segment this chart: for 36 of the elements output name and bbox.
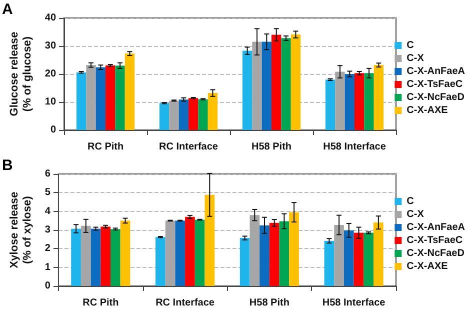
x-tick-label: H58 Interface [322,298,386,308]
x-tick-label: RC Pith [82,298,119,308]
x-tick-label: RC Pith [87,142,124,152]
y-tick-label: 20 [44,68,56,80]
x-tick-label: H58 Interface [323,142,386,152]
y-tick-label: 5 [44,187,51,198]
y-tick-label: 4 [44,206,51,217]
y-tick-label: 6 [44,168,51,180]
legend-label: C [406,40,414,51]
text: A [2,1,13,18]
legend-label: C-X-AnFaeA [406,66,466,77]
legend-label: C-X-NcFaeD [406,248,464,259]
y-axis-title: Xylose release (% of xylose) [8,192,34,268]
legend-label: C-X-TsFaeC [406,235,463,246]
y-tick-label: 30 [44,40,56,52]
x-tick-label: RC Interface [159,142,218,152]
y-tick-label: 3 [44,224,51,236]
legend-label: C-X-TsFaeC [406,79,463,90]
legend-label: C-X-AnFaeA [406,222,466,233]
x-tick-label: H58 Pith [249,298,290,308]
legend-label: C-X [406,209,424,220]
legend-label: C-X [406,53,424,64]
y-axis-title: Glucose release (% of glucose) [8,32,34,116]
y-tick-label: 1 [44,262,51,273]
y-tick-label: 0 [50,124,56,136]
legend-label: C-X-AXE [406,261,448,272]
x-tick-label: RC Interface [156,298,215,308]
x-tick-label: H58 Pith [252,142,292,152]
text: B [2,157,13,174]
legend-label: C-X-AXE [406,105,448,116]
y-tick-label: 2 [44,243,51,254]
y-tick-label: 40 [44,12,56,24]
y-tick-label: 0 [44,280,51,292]
legend-label: C [406,196,414,207]
legend-label: C-X-NcFaeD [406,92,464,103]
y-tick-label: 10 [44,96,56,108]
